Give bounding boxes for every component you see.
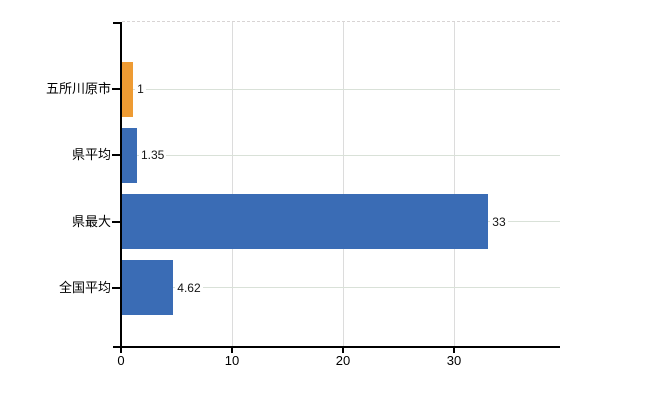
x-axis-tick-label: 10 [224, 353, 240, 368]
y-tick-mark [112, 154, 120, 157]
bar-value-label: 4.62 [175, 280, 203, 295]
plot-area: 0 10 20 30 1 五所川原市 1.35 県平均 33 県最大 4.62 全国平均 [46, 21, 560, 368]
bar [122, 61, 134, 117]
bar [122, 127, 137, 183]
plot-top-border [122, 21, 560, 22]
bar-value-label: 33 [490, 214, 508, 229]
bar [122, 260, 174, 316]
x-axis-line [113, 346, 560, 348]
x-tick-mark [120, 348, 122, 353]
y-axis-top-tick [113, 22, 120, 24]
x-axis-tick-label: 20 [335, 353, 351, 368]
y-tick-mark [112, 220, 120, 223]
category-label: 全国平均 [58, 279, 111, 295]
category-label: 五所川原市 [45, 81, 111, 96]
x-axis-tick-label: 30 [446, 353, 462, 368]
category-label: 県平均 [71, 147, 111, 163]
bar-value-label: 1 [135, 82, 146, 96]
bar [122, 194, 489, 250]
v-gridline [231, 22, 233, 346]
x-axis-tick-label: 0 [117, 353, 125, 368]
h-gridline [122, 88, 560, 90]
y-axis-line [120, 22, 122, 347]
bar-value-label: 1.35 [138, 148, 167, 163]
v-gridline [342, 22, 344, 346]
h-gridline [122, 287, 560, 289]
x-tick-mark [342, 348, 344, 353]
x-tick-mark [453, 348, 455, 353]
y-tick-mark [112, 286, 120, 289]
x-tick-mark [231, 348, 233, 353]
v-gridline [453, 22, 455, 346]
h-gridline [122, 154, 560, 156]
category-label: 県最大 [71, 213, 111, 229]
y-tick-mark [112, 88, 120, 90]
